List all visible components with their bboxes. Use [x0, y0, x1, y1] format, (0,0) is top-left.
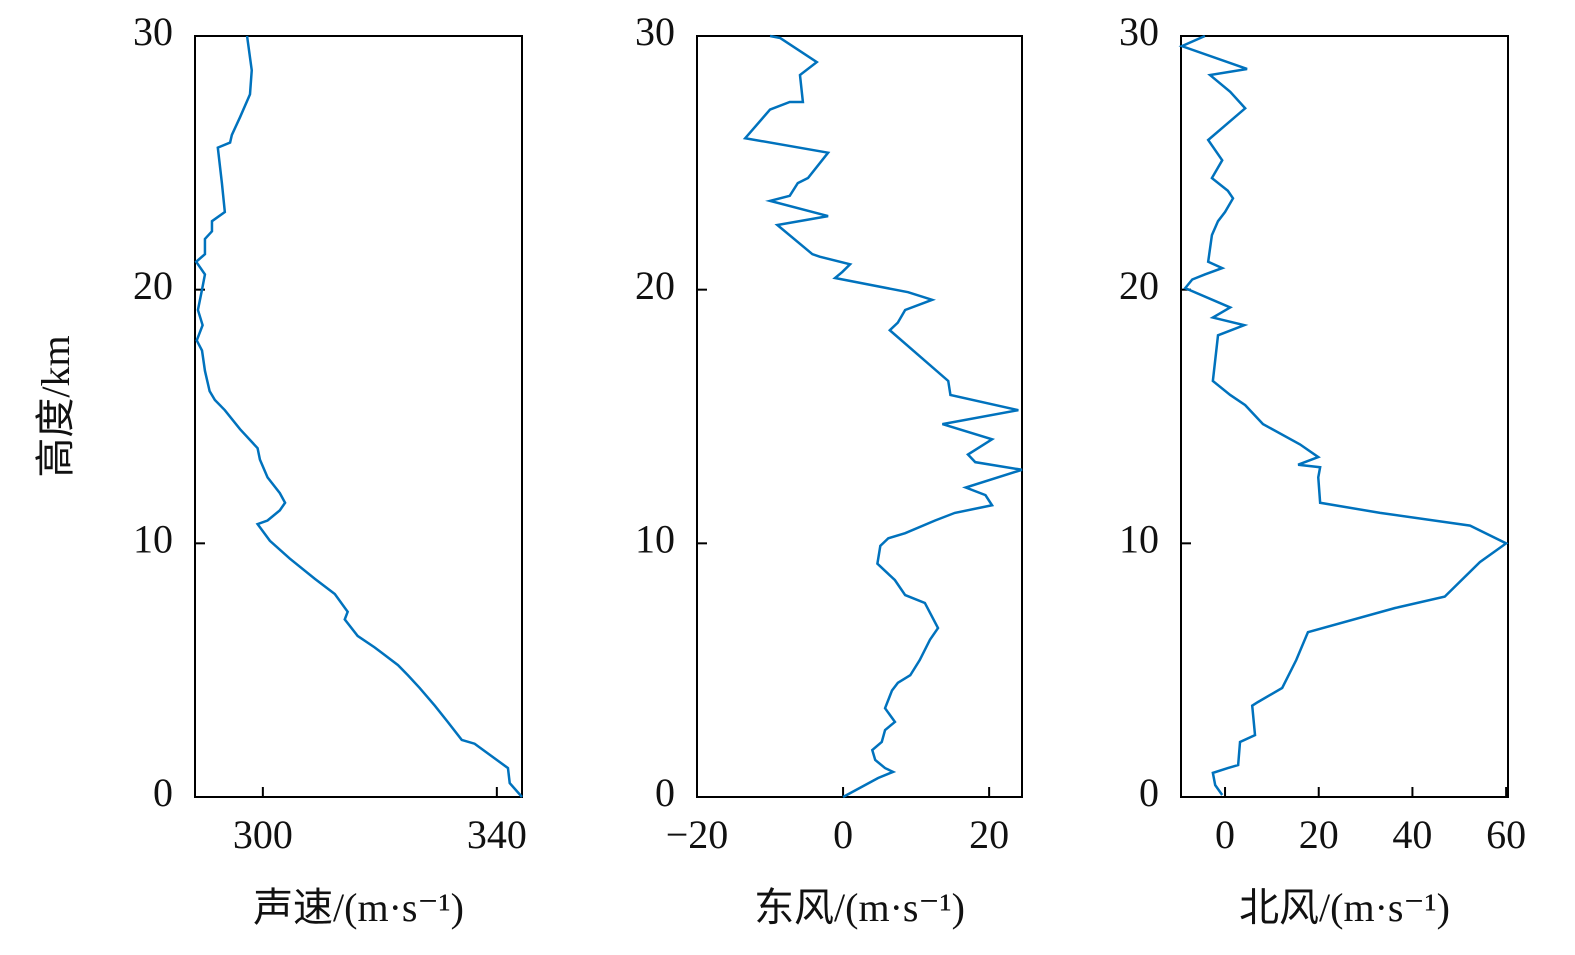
- y-tick-label: 30: [133, 9, 173, 54]
- x-tick-label: 20: [1299, 812, 1339, 857]
- y-tick-label: 30: [635, 9, 675, 54]
- y-tick-label: 10: [635, 517, 675, 562]
- x-axis-label: 声速/(m·s⁻¹): [253, 885, 464, 930]
- y-tick-label: 0: [153, 770, 173, 815]
- y-tick-label: 30: [1119, 9, 1159, 54]
- x-axis-label: 北风/(m·s⁻¹): [1239, 885, 1450, 930]
- y-tick-label: 20: [1119, 263, 1159, 308]
- profile-line: [1178, 34, 1509, 796]
- x-tick-label: 340: [467, 812, 527, 857]
- y-tick-label: 20: [635, 263, 675, 308]
- y-tick-label: 0: [1139, 770, 1159, 815]
- plot-frame: [696, 35, 1023, 798]
- x-tick-label: 0: [833, 812, 853, 857]
- x-tick-label: 40: [1392, 812, 1432, 857]
- x-axis-label: 东风/(m·s⁻¹): [754, 885, 965, 930]
- y-tick-label: 10: [1119, 517, 1159, 562]
- y-tick-label: 0: [655, 770, 675, 815]
- x-tick-label: 300: [233, 812, 293, 857]
- y-tick-label: 20: [133, 263, 173, 308]
- y-tick-label: 10: [133, 517, 173, 562]
- x-tick-label: 60: [1486, 812, 1526, 857]
- x-tick-label: 0: [1215, 812, 1235, 857]
- x-tick-label: 20: [969, 812, 1009, 857]
- y-axis-label: 高度/km: [33, 335, 78, 477]
- plot-frame: [194, 35, 523, 798]
- profile-line: [194, 35, 523, 798]
- plot-frame: [1180, 35, 1509, 798]
- x-tick-label: −20: [666, 812, 729, 857]
- profile-line: [742, 34, 1023, 799]
